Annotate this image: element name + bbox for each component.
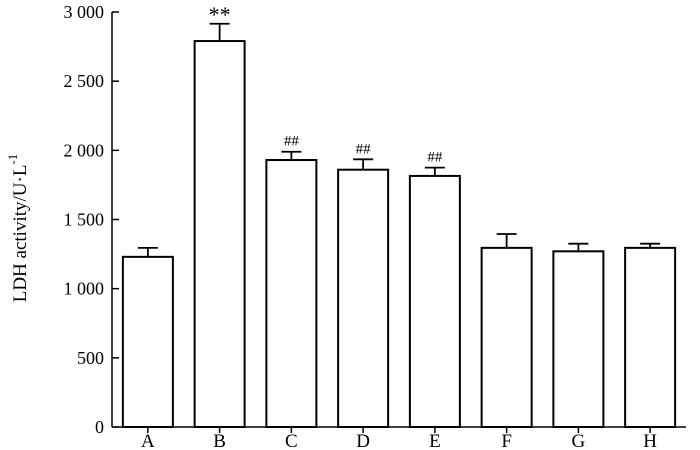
y-tick-label: 1 000 <box>64 279 105 299</box>
y-axis-title: LDH activity/U·L-1 <box>5 154 31 303</box>
bar-F <box>480 246 533 428</box>
y-tick-label: 3 000 <box>64 2 105 22</box>
y-axis-title-text: LDH activity/U·L <box>10 165 31 303</box>
x-tick-label-A: A <box>141 431 155 450</box>
x-tick-label-G: G <box>572 431 586 450</box>
bar-B <box>193 40 246 429</box>
bar-A <box>121 255 174 428</box>
annotation-C: ## <box>284 134 300 150</box>
y-tick-label: 2 500 <box>64 71 105 91</box>
y-axis-title-superscript: -1 <box>5 154 20 165</box>
y-tick-label: 1 500 <box>64 210 105 230</box>
annotation-D: ## <box>356 141 372 157</box>
annotation-E: ## <box>427 150 443 166</box>
bar-D <box>337 168 390 428</box>
bar-G <box>552 250 605 428</box>
x-tick-label-H: H <box>643 431 657 450</box>
x-tick-label-D: D <box>356 431 370 450</box>
x-tick-label-E: E <box>429 431 441 450</box>
bar-E <box>408 174 461 428</box>
bars <box>121 40 677 429</box>
error-bars <box>137 22 661 257</box>
y-tick-label: 0 <box>95 417 104 437</box>
x-tick-label-C: C <box>285 431 298 450</box>
y-axis-ticks: 0 500 1 000 1 500 2 000 2 500 3 000 <box>64 2 119 437</box>
x-tick-label-B: B <box>213 431 226 450</box>
y-tick-label: 2 000 <box>64 140 105 160</box>
bar-C <box>265 159 318 428</box>
significance-annotations: ** ## ## ## <box>209 2 443 166</box>
annotation-B: ** <box>209 2 231 27</box>
y-tick-label: 500 <box>77 348 104 368</box>
x-tick-label-F: F <box>501 431 512 450</box>
bar-H <box>624 246 677 428</box>
x-axis-ticks: A B C D E F G H <box>141 427 657 450</box>
